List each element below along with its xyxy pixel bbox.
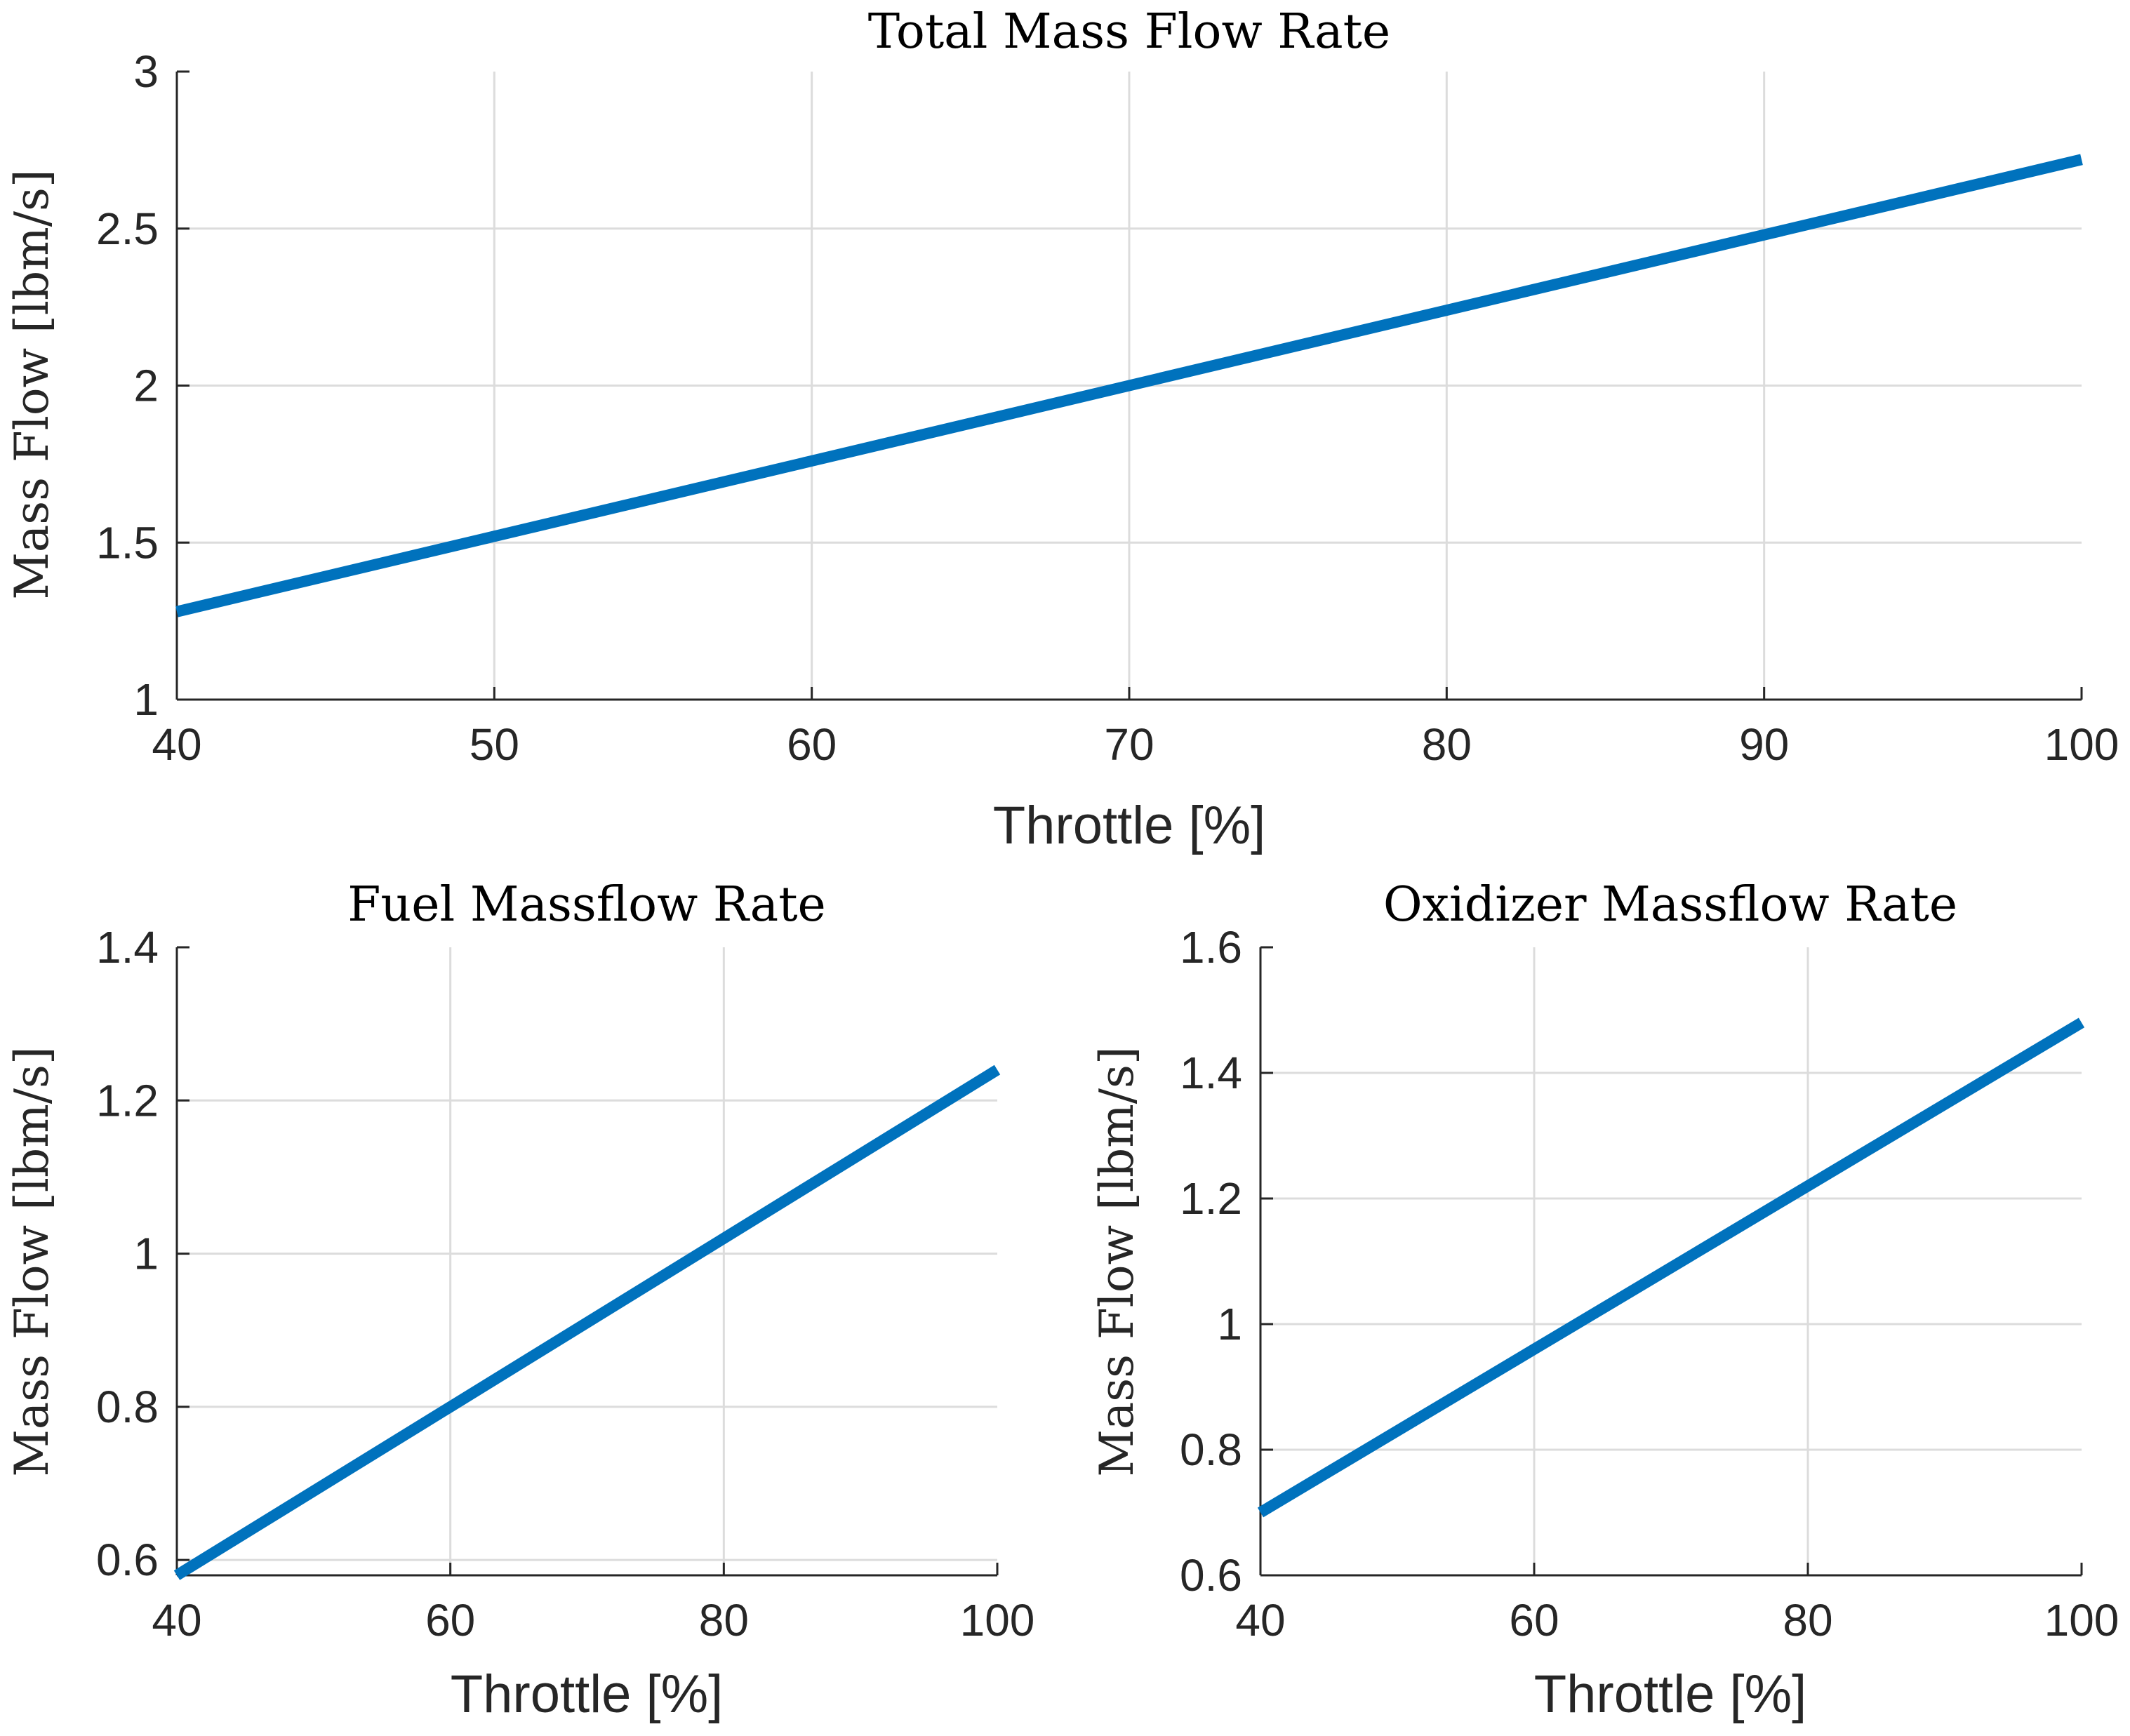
x-axis-label: Throttle [%] <box>993 796 1266 855</box>
y-tick-label: 1.2 <box>1180 1173 1242 1224</box>
chart-title: Fuel Massflow Rate <box>347 877 826 933</box>
fuel-massflow-chart: Fuel Massflow Rate Mass Flow [lbm/s] Thr… <box>5 877 1034 1724</box>
chart-title: Total Mass Flow Rate <box>868 4 1390 60</box>
x-axis-label: Throttle [%] <box>451 1664 724 1724</box>
x-tick-label: 70 <box>1104 719 1154 770</box>
series-line <box>1257 1017 2085 1518</box>
y-tick-label: 1 <box>133 1229 159 1279</box>
y-tick-label: 1 <box>1217 1299 1242 1349</box>
x-tick-label: 80 <box>699 1595 749 1645</box>
y-tick-label: 0.8 <box>96 1382 159 1432</box>
y-axis-label: Mass Flow [lbm/s] <box>5 1046 59 1476</box>
x-tick-label: 100 <box>960 1595 1035 1645</box>
y-tick-label: 1.4 <box>96 922 159 973</box>
y-tick-label: 1.5 <box>96 517 159 568</box>
x-tick-label: 60 <box>787 719 837 770</box>
y-tick-label: 0.6 <box>96 1535 159 1585</box>
series-line <box>173 1064 1001 1580</box>
x-tick-label: 40 <box>152 1595 201 1645</box>
oxidizer-massflow-chart: Oxidizer Massflow Rate Mass Flow [lbm/s]… <box>1090 877 2119 1724</box>
y-tick-label: 2 <box>133 361 159 411</box>
x-tick-label: 60 <box>425 1595 475 1645</box>
y-axis-label: Mass Flow [lbm/s] <box>1090 1046 1144 1476</box>
y-tick-label: 0.6 <box>1180 1550 1242 1601</box>
x-tick-label: 60 <box>1509 1595 1559 1645</box>
total-mass-flow-chart: Total Mass Flow Rate Mass Flow [lbm/s] T… <box>5 4 2119 855</box>
y-tick-label: 2.5 <box>96 203 159 254</box>
x-tick-label: 80 <box>1422 719 1472 770</box>
y-tick-label: 1.4 <box>1180 1048 1242 1098</box>
x-tick-label: 100 <box>2044 1595 2119 1645</box>
x-tick-label: 100 <box>2044 719 2119 770</box>
y-tick-label: 1.6 <box>1180 922 1242 973</box>
x-tick-label: 40 <box>1235 1595 1285 1645</box>
x-axis-label: Throttle [%] <box>1534 1664 1807 1724</box>
series-line <box>175 154 2083 617</box>
chart-title: Oxidizer Massflow Rate <box>1383 877 1957 933</box>
y-tick-label: 1 <box>133 674 159 725</box>
x-tick-label: 50 <box>470 719 519 770</box>
y-axis-label: Mass Flow [lbm/s] <box>5 169 59 599</box>
y-tick-label: 1.2 <box>96 1075 159 1126</box>
x-tick-label: 40 <box>152 719 201 770</box>
x-tick-label: 90 <box>1739 719 1789 770</box>
y-tick-label: 3 <box>133 46 159 97</box>
y-tick-label: 0.8 <box>1180 1424 1242 1475</box>
x-tick-label: 80 <box>1783 1595 1832 1645</box>
